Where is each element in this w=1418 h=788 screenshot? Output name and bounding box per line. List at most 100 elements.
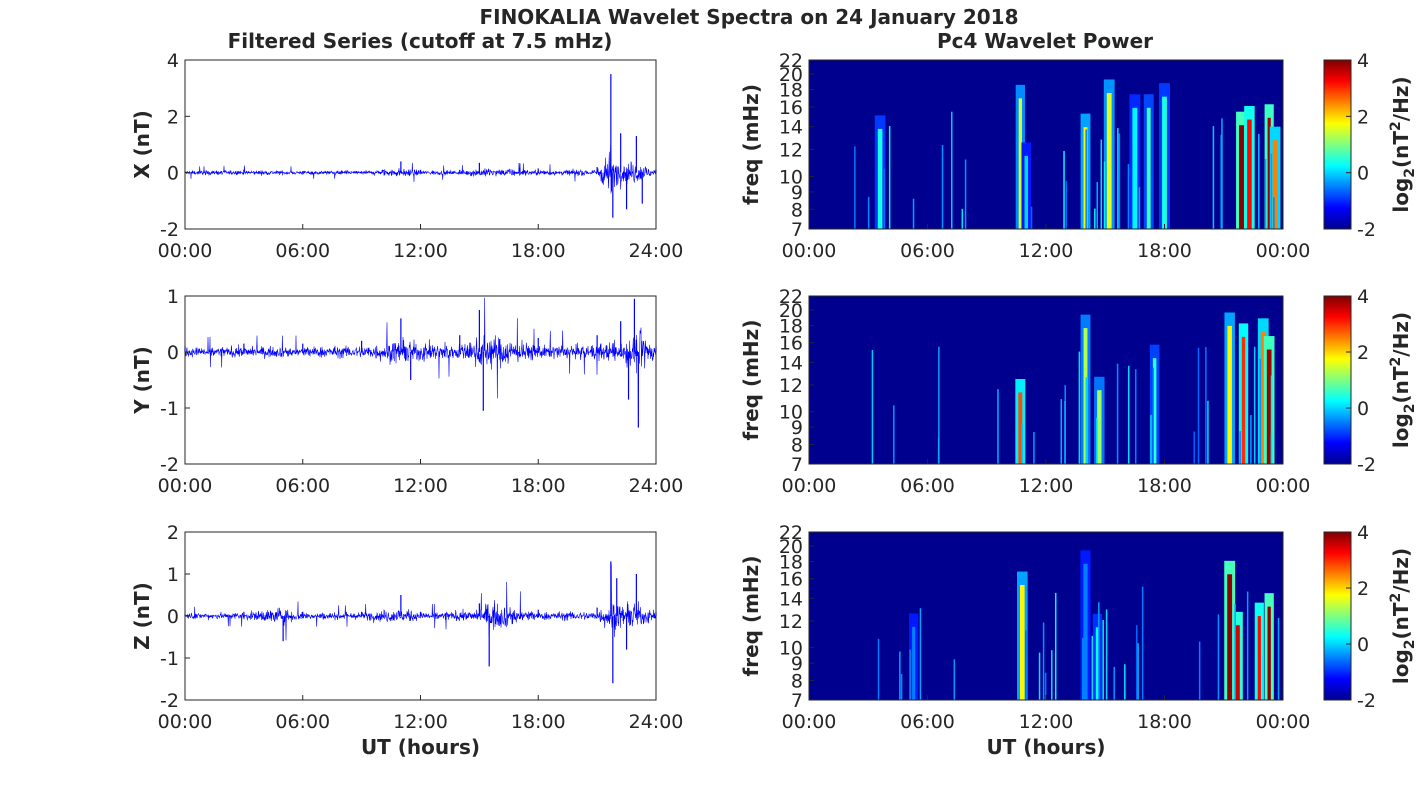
wavelet-streak [1065, 180, 1068, 229]
x-tick-label: 24:00 [629, 240, 684, 262]
colorbar-label-sub: 2 [1402, 168, 1418, 178]
y-tick-label: 12 [779, 611, 803, 633]
wavelet-streak [1150, 414, 1152, 464]
wavelet-streak [1085, 129, 1087, 229]
x-tick-label: 24:00 [629, 475, 684, 497]
x-tick-label: 18:00 [511, 240, 566, 262]
wavelet-streak [871, 349, 874, 464]
wavelet-burst-1 [1083, 328, 1088, 464]
wavelet-streak [854, 146, 856, 229]
wavelet-burst-6 [1257, 616, 1261, 700]
wavelet-streak [1134, 369, 1137, 464]
x-tick-label: 06:00 [900, 240, 955, 262]
y-tick-label: 16 [779, 569, 803, 591]
x-tick-label: 00:00 [1256, 711, 1311, 733]
y-tick-label: 12 [779, 139, 803, 161]
wavelet-streak [1051, 650, 1053, 700]
y-axis-label: Z (nT) [130, 582, 154, 650]
y-tick-label: 8 [791, 199, 803, 221]
wavelet-streak [1064, 400, 1066, 464]
panels: -2 0 2 4 00:00 06:00 12:00 18:00 24:00 X (nT) -2 -1… [130, 50, 1418, 759]
y-axis-label: freq (mHz) [739, 556, 763, 677]
wavelet-burst-10 [1267, 117, 1271, 229]
wavelet-streak [1136, 625, 1138, 700]
x-tick-label: 18:00 [1137, 240, 1192, 262]
y-tick-label: 12 [779, 375, 803, 397]
y-tick-label: 0 [167, 606, 179, 628]
wavelet-streak [1060, 399, 1063, 464]
wavelet-streak [1030, 206, 1033, 229]
y-tick-label: 7 [791, 454, 803, 476]
wavelet-streak [1193, 431, 1195, 464]
y-tick-label: 1 [167, 286, 179, 308]
wavelet-streak [1103, 161, 1106, 229]
series-trace [184, 144, 657, 194]
y-tick-label: 20 [779, 536, 803, 558]
wavelet-streak [953, 659, 956, 700]
wavelet-burst-8 [1239, 125, 1244, 229]
wavelet-burst-6 [1146, 107, 1151, 229]
wavelet-streak [1258, 134, 1260, 229]
y-tick-label: 0 [167, 163, 179, 185]
wavelet-streak [1044, 672, 1047, 700]
wavelet-streak [1205, 346, 1207, 464]
wavelet-streak [888, 126, 891, 229]
x-tick-label: 06:00 [275, 240, 330, 262]
y-tick-label: 14 [779, 352, 803, 374]
wavelet-burst-5 [1132, 107, 1138, 229]
wavelet-streak [1259, 358, 1262, 464]
wavelet-burst-5 [1241, 336, 1246, 464]
colorbar-tick-label: 0 [1357, 163, 1369, 185]
panel-3: -2 -1 0 1 2 00:00 06:00 12:00 18:00 24:00 Z (nT) UT… [130, 522, 683, 759]
wavelet-streak [1220, 134, 1222, 229]
x-tick-label: 06:00 [900, 711, 955, 733]
y-tick-label: 4 [167, 50, 179, 72]
y-tick-label: 7 [791, 690, 803, 712]
y-tick-label: 18 [779, 551, 803, 573]
y-axis-label: X (nT) [130, 110, 154, 179]
figure-title: FINOKALIA Wavelet Spectra on 24 January … [479, 5, 1018, 29]
y-tick-label: 16 [779, 333, 803, 355]
y-tick-label: 20 [779, 300, 803, 322]
colorbar [1323, 295, 1352, 465]
wavelet-burst-7 [1267, 606, 1271, 700]
y-tick-label: -1 [160, 648, 179, 670]
x-tick-label: 00:00 [782, 711, 837, 733]
wavelet-streak [1239, 431, 1241, 464]
x-tick-label: 00:00 [782, 240, 837, 262]
y-tick-label: 9 [791, 653, 803, 675]
y-tick-label: 22 [779, 50, 803, 72]
y-tick-label: 14 [779, 117, 803, 139]
x-tick-label: 00:00 [158, 240, 213, 262]
wavelet-burst-0 [1018, 392, 1023, 464]
wavelet-streak [900, 674, 903, 700]
colorbar [1323, 59, 1352, 230]
x-tick-label: 00:00 [158, 475, 213, 497]
wavelet-burst-4 [1227, 574, 1233, 700]
heatmap-background [809, 296, 1283, 464]
series-trace [184, 564, 657, 641]
x-tick-label: 12:00 [393, 240, 448, 262]
y-tick-label: 22 [779, 522, 803, 544]
y-tick-label: 7 [791, 219, 803, 241]
x-tick-label: 18:00 [1137, 475, 1192, 497]
wavelet-streak [1246, 591, 1249, 700]
wavelet-streak [941, 144, 944, 229]
wavelet-streak [1273, 197, 1275, 229]
colorbar-tick-label: 2 [1357, 106, 1369, 128]
wavelet-streak [883, 168, 886, 229]
wavelet-streak [1085, 377, 1088, 464]
wavelet-streak [893, 405, 895, 464]
wavelet-streak [1127, 164, 1130, 229]
y-tick-label: 14 [779, 588, 803, 610]
colorbar-tick-label: 4 [1357, 286, 1369, 308]
right-column-title: Pc4 Wavelet Power [937, 29, 1153, 53]
x-axis-label: UT (hours) [986, 735, 1105, 759]
panel-1: -2 0 2 4 00:00 06:00 12:00 18:00 24:00 X (nT) [130, 50, 683, 262]
y-tick-label: 10 [779, 402, 803, 424]
y-tick-label: 10 [779, 638, 803, 660]
colorbar-tick-label: 0 [1357, 634, 1369, 656]
wavelet-burst-7 [1266, 349, 1272, 464]
colorbar-tick-label: -2 [1357, 219, 1376, 241]
